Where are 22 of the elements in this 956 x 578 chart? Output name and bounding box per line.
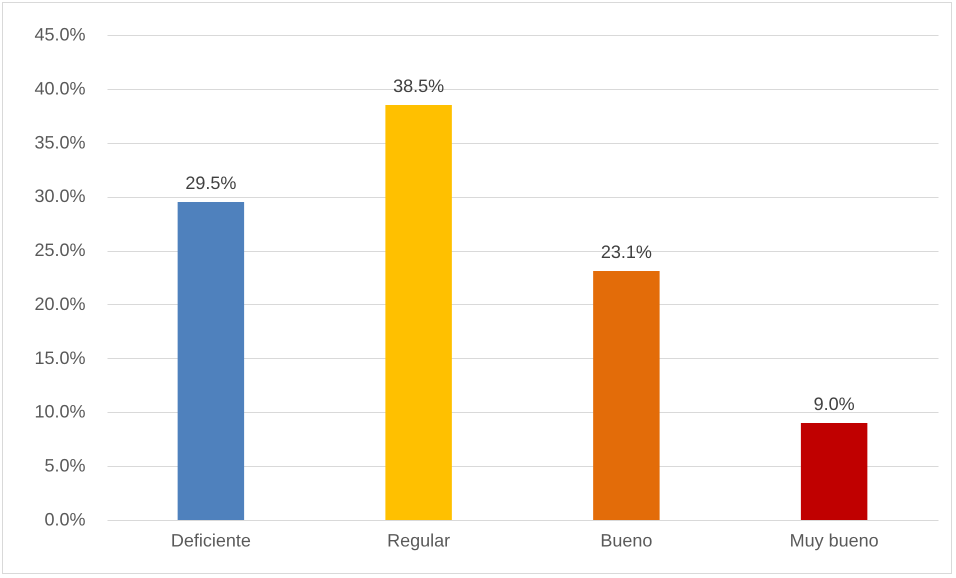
y-tick-label: 25.0% — [34, 240, 86, 260]
x-tick-label: Regular — [387, 530, 450, 550]
data-label: 29.5% — [185, 173, 236, 194]
y-tick-label: 20.0% — [34, 294, 86, 314]
y-tick-label: 35.0% — [34, 132, 86, 152]
y-tick-label: 30.0% — [34, 186, 86, 206]
x-tick-label: Bueno — [600, 530, 652, 550]
bar — [593, 271, 660, 520]
x-tick-label: Deficiente — [170, 530, 251, 550]
bar — [178, 202, 244, 520]
y-tick-label: 10.0% — [34, 402, 86, 422]
y-tick-label: 0.0% — [44, 510, 86, 530]
x-tick-label: Muy bueno — [790, 530, 879, 550]
bar — [385, 105, 452, 520]
data-label: 9.0% — [814, 394, 855, 414]
y-tick-label: 15.0% — [34, 348, 86, 368]
data-label: 23.1% — [600, 242, 652, 262]
y-tick-label: 5.0% — [44, 456, 86, 476]
data-label: 38.5% — [393, 76, 444, 96]
y-tick-label: 45.0% — [34, 24, 86, 44]
bar — [800, 423, 868, 520]
y-tick-label: 40.0% — [34, 78, 86, 98]
